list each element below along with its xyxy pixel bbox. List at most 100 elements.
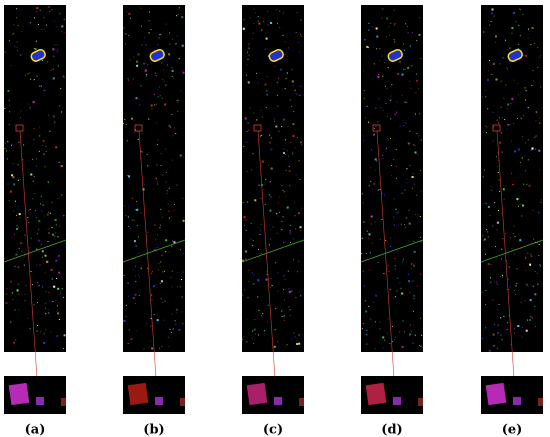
pixel [155,239,157,241]
pixel [382,154,384,156]
pixel [245,250,248,253]
pixel [49,212,51,214]
pixel [394,296,396,298]
pixel [537,66,539,68]
pixel [407,273,409,275]
pixel [383,194,385,196]
pixel [40,203,41,205]
pixel [264,183,266,185]
pixel [16,228,18,230]
pixel [175,133,177,134]
pixel [268,244,270,246]
pixel [23,144,25,146]
pixel [493,105,495,107]
pixel [497,152,499,154]
pixel [538,244,540,245]
pixel [364,300,366,302]
pixel [148,118,150,120]
pixel [397,277,399,279]
pixel [379,188,381,190]
pixel [416,133,418,135]
pixel [264,83,267,86]
pixel [247,51,249,53]
pixel [36,248,38,250]
pixel [34,210,36,212]
pixel [257,279,260,282]
pixel [252,330,254,332]
pixel [383,347,385,349]
pixel [126,140,128,142]
pixel [261,160,264,163]
pixel [125,304,127,306]
pixel [370,223,372,225]
pixel [167,203,169,205]
pixel [271,285,273,287]
pixel [496,347,498,349]
pixel [53,20,55,22]
pixel [164,300,166,302]
pixel [57,198,59,200]
pixel [385,85,386,87]
pixel [4,51,7,54]
pixel [265,278,268,281]
pixel [405,122,407,124]
pixel [390,138,391,139]
pixel [517,48,519,50]
pixel [530,316,532,318]
pixel [42,139,45,142]
pixel [487,236,489,238]
pixel [511,97,514,100]
pixel [54,235,56,237]
pixel [282,12,284,14]
pixel [160,280,163,283]
pixel [368,22,370,24]
pixel [155,177,157,179]
pixel [370,167,372,169]
pixel [145,44,147,46]
pixel [273,118,275,120]
pixel [49,130,51,132]
pixel [373,182,376,185]
road [122,239,186,263]
pixel [168,217,170,219]
pixel [131,219,133,221]
pixel [405,217,407,219]
pixel [490,264,492,266]
pixel [409,333,412,336]
pixel [537,211,540,214]
pixel [368,305,370,307]
pixel [530,255,533,258]
pixel [536,242,538,244]
pixel [289,232,292,235]
pixel [489,60,491,61]
pixel [126,11,128,13]
pixel [172,241,174,242]
pixel [378,74,380,75]
pixel [277,341,278,343]
pixel [300,230,302,232]
pixel [296,137,298,138]
pixel [181,296,183,298]
pixel [247,297,249,299]
pixel [508,266,510,268]
pixel [392,296,394,298]
pixel [37,325,39,327]
pixel [161,62,163,64]
pixel [167,336,169,338]
pixel [159,283,161,284]
pixel [387,116,388,118]
pixel [373,301,375,303]
pixel [296,343,299,345]
pixel [494,41,496,43]
pixel [394,113,396,115]
pixel [514,332,516,334]
pixel [41,285,43,287]
pixel [395,208,397,210]
pixel [52,68,54,70]
pixel [291,338,293,340]
pixel [20,9,22,11]
pixel [366,329,368,331]
pixel [123,319,126,322]
pixel [269,209,272,212]
pixel [293,259,294,261]
